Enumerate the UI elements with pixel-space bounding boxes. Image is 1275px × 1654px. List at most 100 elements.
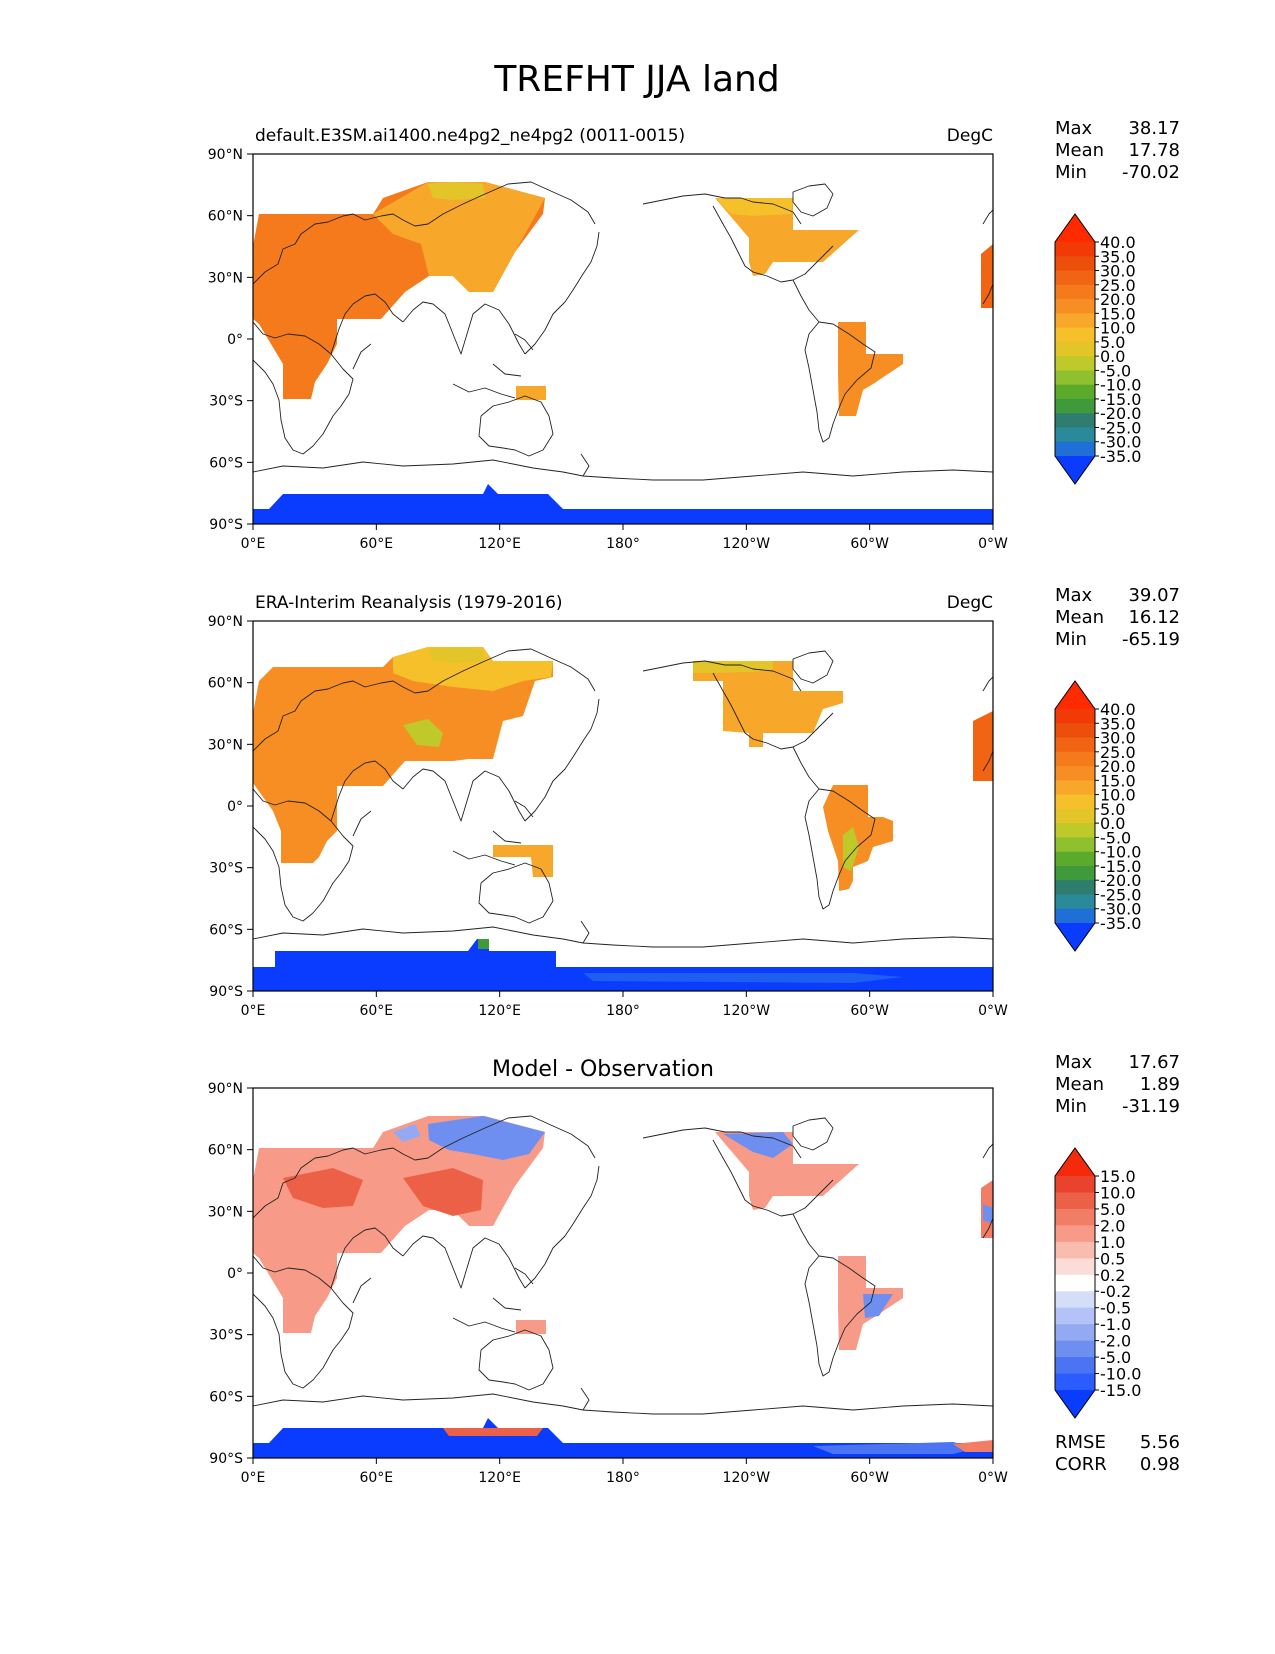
colorbar-band: [1055, 737, 1095, 753]
colorbar-label: 0.0: [1100, 814, 1125, 833]
field-region: [393, 1124, 421, 1142]
colorbar-label: -10.0: [1100, 376, 1141, 395]
map-field: [253, 647, 993, 991]
colorbar-label: 15.0: [1100, 771, 1136, 790]
colorbar-band: [1055, 709, 1095, 724]
colorbar-label: -1.0: [1100, 1315, 1131, 1334]
colorbar-label: -30.0: [1100, 900, 1141, 919]
colorbar-band: [1055, 794, 1095, 810]
stat-label-rmse: RMSE: [1055, 1432, 1106, 1453]
stat-value-min: -70.02: [1122, 162, 1180, 183]
map-plot: [252, 1087, 994, 1459]
colorbar-label: 2.0: [1100, 1216, 1125, 1235]
lon-tick-label: 0°E: [241, 1470, 266, 1486]
map-background: [253, 154, 993, 524]
colorbar-label: 25.0: [1100, 276, 1136, 295]
colorbar-label: 30.0: [1100, 729, 1136, 748]
colorbar-band: [1055, 1241, 1095, 1259]
stat-label-mean: Mean: [1055, 140, 1104, 161]
lon-tick-label: 0°E: [241, 1003, 266, 1019]
field-region: [723, 1132, 793, 1158]
panel-diff: Model - Observation 90°N 60°N 30°N 0° 30°S 60°…: [208, 1052, 1180, 1486]
field-region: [403, 1168, 483, 1216]
lat-tick-label: 90°S: [209, 984, 243, 1000]
colorbar-band: [1055, 1307, 1095, 1325]
colorbar-label: 15.0: [1100, 1167, 1136, 1186]
colorbar-label: 5.0: [1100, 1200, 1125, 1219]
field-region: [428, 182, 485, 200]
lat-tick-label: 0°: [227, 1266, 243, 1282]
field-region: [493, 845, 553, 877]
colorbar-band: [1055, 284, 1095, 300]
field-region: [863, 1294, 893, 1318]
field-region: [953, 1440, 993, 1452]
colorbar-label: -2.0: [1100, 1332, 1131, 1351]
stat-label-min: Min: [1055, 162, 1087, 183]
lon-tick-label: 120°E: [478, 536, 521, 552]
colorbar-label: 35.0: [1100, 714, 1136, 733]
lat-tick-label: 60°N: [208, 676, 243, 692]
colorbar-label: -5.0: [1100, 828, 1131, 847]
panel-units: DegC: [947, 126, 993, 146]
colorbar-band: [1055, 865, 1095, 881]
colorbar-label: -35.0: [1100, 914, 1141, 933]
colorbar-label: -15.0: [1100, 857, 1141, 876]
colorbar-extend-bottom: [1055, 1390, 1095, 1418]
lat-tick-label: 30°S: [209, 861, 243, 877]
colorbar-band: [1055, 880, 1095, 895]
colorbar-extend-top: [1055, 681, 1095, 709]
colorbar-label: 10.0: [1100, 786, 1136, 805]
colorbar-band: [1055, 751, 1095, 767]
colorbar-label: 5.0: [1100, 800, 1125, 819]
colorbar-extend-top: [1055, 1148, 1095, 1176]
colorbar-band: [1055, 313, 1095, 329]
colorbar-band: [1055, 1258, 1095, 1276]
field-region: [843, 827, 859, 871]
stat-value-mean: 1.89: [1140, 1074, 1180, 1095]
colorbar: 40.035.030.025.020.015.010.05.00.0-5.0-1…: [1054, 213, 1141, 485]
stat-label-min: Min: [1055, 629, 1087, 650]
field-region: [403, 719, 443, 747]
field-region: [715, 198, 793, 216]
stat-label-max: Max: [1055, 585, 1093, 606]
field-region: [981, 244, 993, 308]
colorbar-band: [1055, 1291, 1095, 1309]
lon-tick-label: 0°W: [978, 1003, 1008, 1019]
colorbar-band: [1055, 1208, 1095, 1226]
colorbar-band: [1055, 1357, 1095, 1375]
colorbar-band: [1055, 837, 1095, 853]
lat-tick-label: 60°N: [208, 209, 243, 225]
colorbar-band: [1055, 356, 1095, 371]
colorbar-label: -20.0: [1100, 404, 1141, 423]
lon-tick-label: 60°W: [850, 536, 889, 552]
field-region: [693, 661, 773, 673]
stat-label-max: Max: [1055, 118, 1093, 139]
stat-value-max: 39.07: [1128, 585, 1180, 606]
colorbar-label: 35.0: [1100, 247, 1136, 266]
colorbar-band: [1055, 327, 1095, 343]
panel-units: DegC: [947, 593, 993, 613]
colorbar-band: [1055, 908, 1095, 924]
colorbar-label: 0.5: [1100, 1249, 1125, 1268]
field-region: [813, 1442, 978, 1454]
lon-tick-label: 120°E: [478, 1470, 521, 1486]
panel-left-title: ERA-Interim Reanalysis (1979-2016): [255, 593, 563, 613]
lon-tick-label: 60°E: [359, 1470, 393, 1486]
colorbar-label: 5.0: [1100, 333, 1125, 352]
colorbar-label: -5.0: [1100, 1348, 1131, 1367]
colorbar-label: 30.0: [1100, 262, 1136, 281]
stat-value-max: 38.17: [1128, 118, 1180, 139]
colorbar-band: [1055, 427, 1095, 443]
lat-tick-label: 30°S: [209, 1328, 243, 1344]
lon-tick-label: 120°E: [478, 1003, 521, 1019]
lat-tick-label: 60°N: [208, 1143, 243, 1159]
colorbar-label: -10.0: [1100, 1365, 1141, 1384]
colorbar-band: [1055, 441, 1095, 457]
lat-tick-label: 90°N: [208, 147, 243, 163]
colorbar-label: -35.0: [1100, 447, 1141, 466]
stat-value-mean: 16.12: [1128, 607, 1180, 628]
colorbar-label: -5.0: [1100, 361, 1131, 380]
colorbar-label: -30.0: [1100, 433, 1141, 452]
stat-value-corr: 0.98: [1140, 1454, 1180, 1475]
panel-obs: ERA-Interim Reanalysis (1979-2016) DegC 90…: [208, 585, 1180, 1019]
